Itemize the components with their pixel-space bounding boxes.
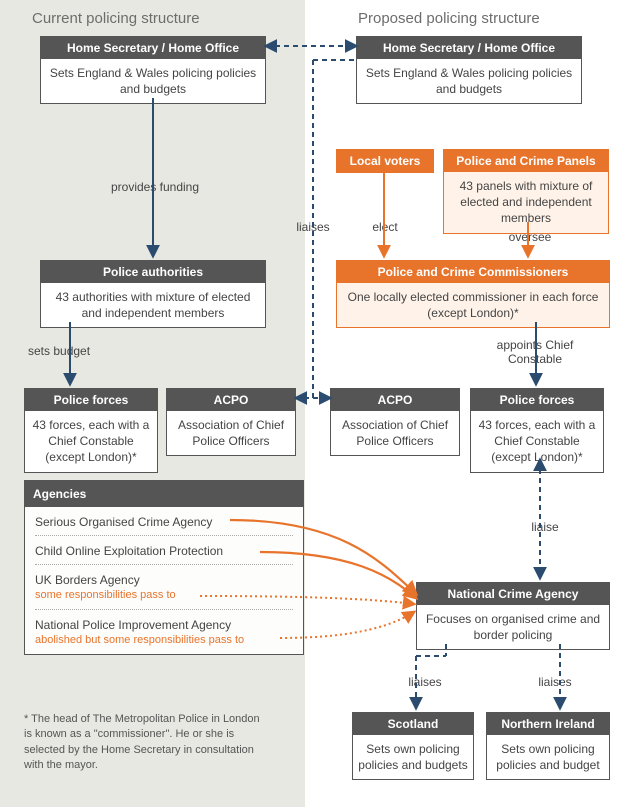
hd-right-acpo: ACPO bbox=[331, 389, 459, 411]
hd-left-acpo: ACPO bbox=[167, 389, 295, 411]
lbl-elect: elect bbox=[360, 220, 410, 234]
title-current: Current policing structure bbox=[32, 10, 200, 27]
hd-scotland: Scotland bbox=[353, 713, 473, 735]
box-ni: Northern Ireland Sets own policing polic… bbox=[486, 712, 610, 780]
hd-commissioners: Police and Crime Commissioners bbox=[337, 261, 609, 283]
box-right-forces: Police forces 43 forces, each with a Chi… bbox=[470, 388, 604, 473]
box-left-forces: Police forces 43 forces, each with a Chi… bbox=[24, 388, 158, 473]
box-local-voters: Local voters bbox=[336, 149, 434, 173]
hd-ni: Northern Ireland bbox=[487, 713, 609, 735]
lbl-liaises3: liaises bbox=[530, 675, 580, 689]
box-police-authorities: Police authorities 43 authorities with m… bbox=[40, 260, 266, 328]
agency-ukba: UK Borders Agency bbox=[25, 565, 303, 589]
hd-right-home-office: Home Secretary / Home Office bbox=[357, 37, 581, 59]
hd-left-forces: Police forces bbox=[25, 389, 157, 411]
agency-ukba-sub: some responsibilities pass to bbox=[25, 589, 303, 605]
hd-agencies: Agencies bbox=[25, 481, 303, 507]
agency-soca: Serious Organised Crime Agency bbox=[25, 507, 303, 531]
box-right-acpo: ACPO Association of Chief Police Officer… bbox=[330, 388, 460, 456]
bd-nca: Focuses on organised crime and border po… bbox=[417, 605, 609, 649]
box-scotland: Scotland Sets own policing policies and … bbox=[352, 712, 474, 780]
lbl-appoints: appoints Chief Constable bbox=[490, 338, 580, 367]
box-commissioners: Police and Crime Commissioners One local… bbox=[336, 260, 610, 328]
hd-nca: National Crime Agency bbox=[417, 583, 609, 605]
bd-right-acpo: Association of Chief Police Officers bbox=[331, 411, 459, 455]
hd-left-home-office: Home Secretary / Home Office bbox=[41, 37, 265, 59]
agency-npia: National Police Improvement Agency bbox=[25, 610, 303, 634]
bd-scotland: Sets own policing policies and budgets bbox=[353, 735, 473, 779]
lbl-liaises: liaises bbox=[288, 220, 338, 234]
footnote: * The head of The Metropolitan Police in… bbox=[24, 712, 264, 774]
agency-ceop: Child Online Exploitation Protection bbox=[25, 536, 303, 560]
hd-panels: Police and Crime Panels bbox=[444, 150, 608, 172]
bd-right-home-office: Sets England & Wales policing policies a… bbox=[357, 59, 581, 103]
lbl-oversee: oversee bbox=[500, 230, 560, 244]
box-right-home-office: Home Secretary / Home Office Sets Englan… bbox=[356, 36, 582, 104]
bd-police-auth: 43 authorities with mixture of elected a… bbox=[41, 283, 265, 327]
box-left-acpo: ACPO Association of Chief Police Officer… bbox=[166, 388, 296, 456]
lbl-sets-budget: sets budget bbox=[28, 344, 108, 358]
lbl-liaise: liaise bbox=[520, 520, 570, 534]
bd-ni: Sets own policing policies and budget bbox=[487, 735, 609, 779]
bd-commissioners: One locally elected commissioner in each… bbox=[337, 283, 609, 327]
hd-right-forces: Police forces bbox=[471, 389, 603, 411]
box-left-home-office: Home Secretary / Home Office Sets Englan… bbox=[40, 36, 266, 104]
title-proposed: Proposed policing structure bbox=[358, 10, 540, 27]
bd-right-forces: 43 forces, each with a Chief Constable (… bbox=[471, 411, 603, 472]
bd-left-home-office: Sets England & Wales policing policies a… bbox=[41, 59, 265, 103]
box-agencies: Agencies Serious Organised Crime Agency … bbox=[24, 480, 304, 655]
box-panels: Police and Crime Panels 43 panels with m… bbox=[443, 149, 609, 234]
hd-police-auth: Police authorities bbox=[41, 261, 265, 283]
bd-panels: 43 panels with mixture of elected and in… bbox=[444, 172, 608, 233]
lbl-liaises2: liaises bbox=[400, 675, 450, 689]
box-nca: National Crime Agency Focuses on organis… bbox=[416, 582, 610, 650]
bd-left-acpo: Association of Chief Police Officers bbox=[167, 411, 295, 455]
lbl-provides-funding: provides funding bbox=[105, 180, 205, 194]
agency-npia-sub: abolished but some responsibilities pass… bbox=[25, 634, 303, 654]
hd-local-voters: Local voters bbox=[337, 150, 433, 172]
bd-left-forces: 43 forces, each with a Chief Constable (… bbox=[25, 411, 157, 472]
